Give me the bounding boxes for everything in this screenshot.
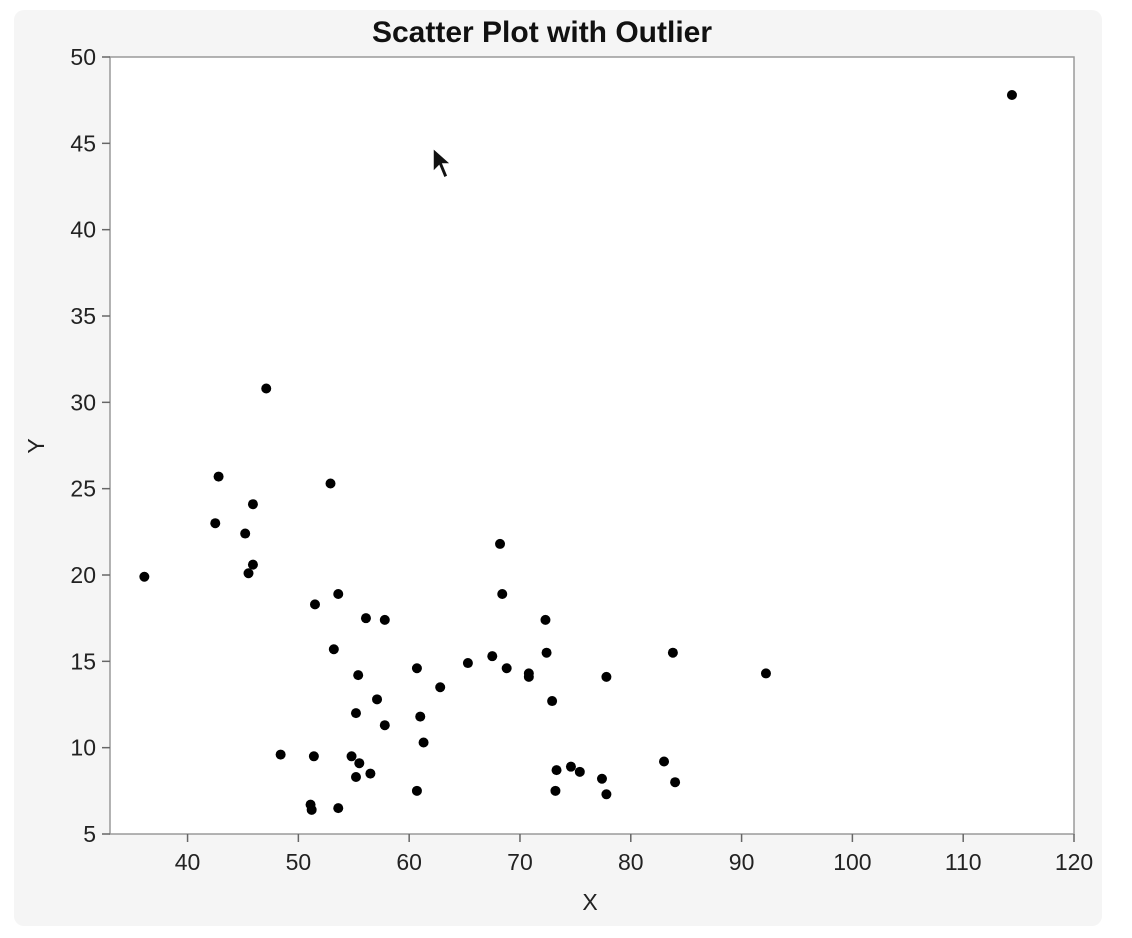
data-point — [411, 663, 422, 674]
data-point — [350, 772, 361, 783]
chart-title: Scatter Plot with Outlier — [372, 16, 712, 49]
data-point — [574, 766, 585, 777]
data-point — [596, 773, 607, 784]
data-point — [551, 765, 562, 776]
data-point — [333, 803, 344, 814]
data-point — [365, 768, 376, 779]
y-tick-label: 5 — [83, 821, 96, 847]
x-tick-label: 40 — [175, 849, 201, 875]
data-point — [328, 644, 339, 655]
data-point — [601, 789, 612, 800]
data-point — [565, 761, 576, 772]
data-point — [354, 758, 365, 769]
plot-area — [109, 56, 1075, 835]
x-axis: 40 50 60 70 80 90 100 110 120 — [175, 834, 1093, 875]
data-point — [659, 756, 670, 767]
y-tick-label: 25 — [70, 476, 96, 502]
data-point — [1006, 89, 1017, 100]
data-point — [501, 663, 512, 674]
data-point — [601, 671, 612, 682]
y-tick-label: 40 — [70, 217, 96, 243]
data-point — [275, 749, 286, 760]
data-point — [261, 383, 272, 394]
data-point — [325, 478, 336, 489]
data-point — [411, 785, 422, 796]
data-point — [415, 711, 426, 722]
data-point — [350, 708, 361, 719]
y-tick-label: 20 — [70, 562, 96, 588]
data-point — [247, 559, 258, 570]
data-point — [309, 599, 320, 610]
mouse-cursor-icon — [432, 146, 453, 180]
x-tick-label: 80 — [618, 849, 644, 875]
y-tick-label: 45 — [70, 130, 96, 156]
data-point — [306, 804, 317, 815]
y-tick-label: 30 — [70, 389, 96, 415]
data-point — [353, 670, 364, 681]
y-tick-label: 10 — [70, 735, 96, 761]
data-point — [240, 528, 251, 539]
y-axis: 5 10 15 20 25 30 35 40 45 50 — [70, 44, 110, 847]
x-tick-label: 60 — [396, 849, 422, 875]
data-point — [667, 647, 678, 658]
data-point — [495, 538, 506, 549]
data-point — [462, 658, 473, 669]
data-point — [346, 751, 357, 762]
data-point — [541, 647, 552, 658]
x-tick-label: 90 — [729, 849, 755, 875]
y-tick-label: 35 — [70, 303, 96, 329]
data-point — [379, 720, 390, 731]
data-point — [523, 668, 534, 679]
data-point — [497, 588, 508, 599]
data-point — [333, 588, 344, 599]
data-point — [540, 614, 551, 625]
data-point — [418, 737, 429, 748]
data-point — [139, 571, 150, 582]
x-tick-label: 120 — [1055, 849, 1093, 875]
data-point — [210, 518, 221, 529]
data-point — [372, 694, 383, 705]
x-tick-label: 100 — [833, 849, 871, 875]
data-point — [435, 682, 446, 693]
x-tick-label: 110 — [945, 849, 982, 875]
x-axis-label: X — [582, 889, 597, 915]
data-points — [139, 89, 1017, 815]
data-point — [487, 651, 498, 662]
y-tick-label: 15 — [70, 648, 96, 674]
y-axis-label: Y — [23, 438, 49, 453]
data-point — [550, 785, 561, 796]
data-point — [308, 751, 319, 762]
data-point — [360, 613, 371, 624]
x-tick-label: 50 — [286, 849, 312, 875]
y-tick-label: 50 — [70, 44, 96, 70]
data-point — [379, 614, 390, 625]
data-point — [547, 696, 558, 707]
data-point — [760, 668, 771, 679]
data-point — [247, 499, 258, 510]
x-tick-label: 70 — [507, 849, 533, 875]
data-point — [213, 471, 224, 482]
data-point — [243, 568, 254, 579]
data-point — [670, 777, 681, 788]
